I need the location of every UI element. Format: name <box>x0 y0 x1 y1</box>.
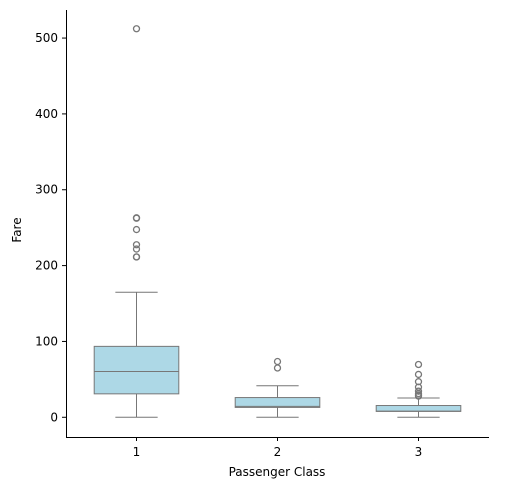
outlier-point <box>132 245 141 253</box>
box-class-1 <box>93 25 180 418</box>
outlier-point <box>414 360 423 369</box>
iqr-box <box>93 345 180 395</box>
x-tick-label: 3 <box>415 445 423 459</box>
iqr-box <box>234 397 321 408</box>
plot-area <box>93 25 462 418</box>
outlier-point <box>132 214 141 222</box>
outlier-point <box>414 370 423 379</box>
outlier-point <box>414 378 423 386</box>
y-tick-label: 100 <box>35 334 58 348</box>
box-class-3 <box>375 360 462 418</box>
iqr-box <box>375 405 462 412</box>
outlier-point <box>273 357 282 366</box>
y-axis-label: Fare <box>10 217 24 242</box>
y-tick-label: 200 <box>35 259 58 273</box>
x-tick-label: 1 <box>133 445 141 459</box>
outlier-point <box>414 387 423 395</box>
y-axis-ticks: 0 100 200 300 400 500 <box>35 31 66 424</box>
y-tick-label: 500 <box>35 31 58 45</box>
y-tick-label: 300 <box>35 183 58 197</box>
y-tick-label: 0 <box>50 410 58 424</box>
outlier-point <box>132 25 141 33</box>
outlier-point <box>132 241 141 249</box>
y-tick-label: 400 <box>35 107 58 121</box>
outlier-point <box>273 364 282 372</box>
box-class-2 <box>234 357 321 418</box>
x-axis-ticks: 1 2 3 <box>133 437 423 459</box>
x-axis-label: Passenger Class <box>229 465 326 479</box>
x-tick-label: 2 <box>274 445 282 459</box>
outlier-point <box>132 253 141 261</box>
outlier-point <box>132 225 141 234</box>
